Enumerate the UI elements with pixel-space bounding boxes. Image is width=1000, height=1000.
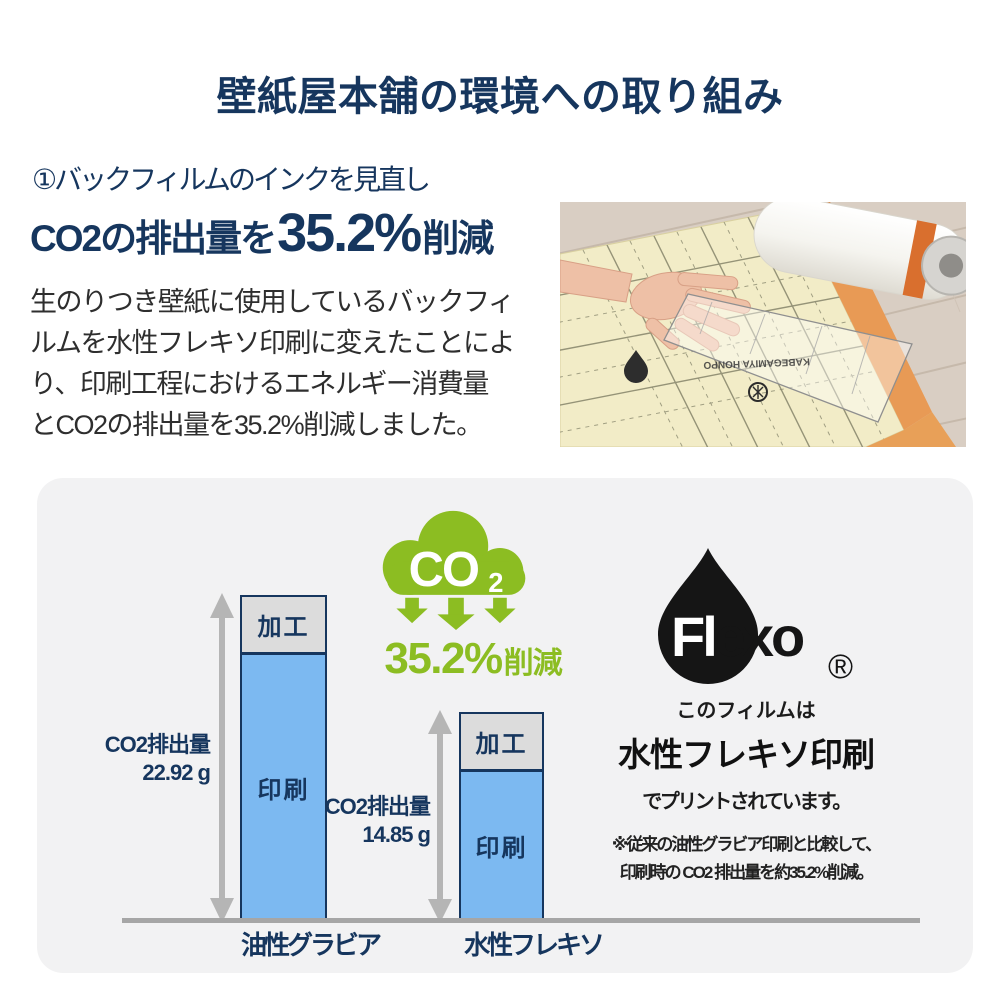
- intro-paragraph: 生のりつき壁紙に使用しているバックフィ ルムを水性フレキソ印刷に変えたことによ …: [30, 287, 515, 440]
- flexo-note2: 印刷時の CO2 排出量を約35.2%削減。: [619, 863, 875, 882]
- measure-arrow-right: [428, 710, 452, 923]
- flexo-logo-exo: exo: [715, 605, 804, 668]
- headline-prefix: CO2の排出量を: [30, 218, 277, 259]
- headline-highlight: 35.2%: [277, 203, 422, 263]
- flexo-logo: Flexo ®: [658, 548, 853, 686]
- photo-roll: [753, 202, 966, 300]
- segment-label-printing: 印刷: [475, 835, 528, 862]
- total-label-oil: CO2排出量 22.92 g: [60, 731, 211, 787]
- chart-baseline: [122, 918, 920, 923]
- flexo-logo-fl: Fl: [671, 605, 715, 668]
- flexo-droplet-icon: [658, 548, 758, 684]
- reduction-label: 35.2% 削減: [363, 634, 583, 684]
- bar-segment-printing: 印刷: [242, 655, 325, 919]
- svg-text:Flexo: Flexo: [671, 605, 804, 668]
- bar-water-flexo: 加工 印刷: [459, 712, 544, 921]
- film-star-mark: [748, 382, 768, 402]
- bar-oil-gravure: 加工 印刷: [240, 595, 327, 921]
- registered-mark: ®: [828, 648, 853, 686]
- headline-suffix: 削減: [422, 218, 494, 259]
- bar-segment-processing: 加工: [242, 597, 325, 655]
- segment-label-printing: 印刷: [257, 776, 310, 804]
- co2-cloud-icon: CO 2: [382, 510, 526, 630]
- segment-label-processing: 加工: [475, 731, 528, 758]
- infographic-panel: CO 2 35.2% 削減 加工: [37, 478, 973, 973]
- intro-heading: ①バックフィルムのインクを見直し: [32, 164, 431, 195]
- cloud-co-text: CO: [409, 543, 478, 597]
- reduction-suffix: 削減: [503, 647, 563, 680]
- bar-segment-printing: 印刷: [461, 772, 542, 919]
- segment-label-processing: 加工: [257, 614, 310, 641]
- flexo-note1: ※従来の油性グラビア印刷と比較して、: [611, 835, 882, 854]
- flexo-line2: 水性フレキソ印刷: [618, 736, 875, 773]
- page-title: 壁紙屋本舗の環境への取り組み: [216, 75, 784, 119]
- axis-label-water-flexo: 水性フレキソ: [463, 930, 605, 960]
- flexo-block: Flexo ® このフィルムは 水性フレキソ印刷 でプリントされています。 ※従…: [581, 542, 911, 883]
- total-caption: CO2排出量: [324, 794, 431, 819]
- total-label-flexo: CO2排出量 14.85 g: [280, 793, 431, 849]
- flexo-line1: このフィルムは: [676, 700, 816, 722]
- measure-arrow-left: [210, 593, 234, 923]
- bar-segment-processing: 加工: [461, 714, 542, 772]
- axis-label-oil-gravure: 油性グラビア: [240, 930, 382, 960]
- total-value: 14.85 g: [362, 822, 431, 847]
- flexo-line3: でプリントされています。: [642, 791, 852, 813]
- reduction-value: 35.2%: [384, 634, 503, 683]
- total-caption: CO2排出量: [104, 732, 211, 757]
- product-photo: KABEGAMIYA HONPO: [560, 202, 966, 447]
- co2-reduction-headline: CO2の排出量を 35.2% 削減: [30, 202, 494, 264]
- cloud-subscript: 2: [488, 567, 503, 598]
- film-print-text: KABEGAMIYA HONPO: [703, 355, 810, 370]
- sheet-droplet-mark: [624, 350, 648, 383]
- photo-illustration: KABEGAMIYA HONPO: [560, 202, 966, 447]
- photo-film: KABEGAMIYA HONPO: [663, 293, 913, 423]
- total-value: 22.92 g: [142, 760, 211, 785]
